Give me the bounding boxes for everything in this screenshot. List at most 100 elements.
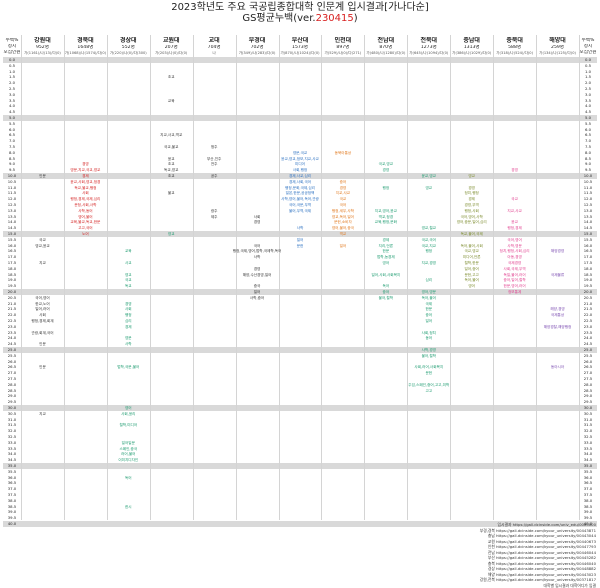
university-count: 259명 [536, 45, 579, 50]
subtitle-prefix: GS평균누백(ver. [242, 13, 315, 24]
right-header-jeongsi: 정시 [579, 44, 597, 49]
department-entry: 해양,경영 [550, 307, 564, 311]
university-count: 207명 [150, 45, 193, 50]
right-header-pct: 누백% [579, 38, 597, 43]
shaded-row [3, 405, 597, 411]
department-entry: 국교,국어 [422, 238, 436, 242]
department-entry: 중어,일어,철학 [504, 278, 526, 282]
department-entry: 동아시아 [551, 365, 564, 369]
department-entry: 한문,영어,러어 [504, 284, 526, 288]
university-count: 704명 [193, 45, 236, 50]
department-entry: 지교 [39, 261, 46, 265]
department-entry: 문정,사회,사학 [74, 203, 96, 207]
department-entry: 영교 [425, 186, 432, 190]
department-entry: 사학,중어 [250, 296, 264, 300]
department-entry: 스페인,중국 [119, 447, 137, 451]
department-entry: 교육,행정,문화 [375, 220, 397, 224]
department-entry: 국제통상 [551, 313, 564, 317]
department-entry: 법학,농경제 [377, 255, 395, 259]
department-entry: 국교 [340, 197, 347, 201]
department-entry: 정치,행정,사회,심리 [500, 249, 530, 253]
department-entry: 일어 [425, 319, 432, 323]
department-entry: 영어,영문 [422, 290, 436, 294]
column-divider [64, 35, 65, 520]
department-entry: 사회,윤리 [121, 412, 135, 416]
university-count: 702명 [236, 45, 279, 50]
university-name: 교대 [193, 37, 236, 44]
department-entry: 지리,언론 [379, 244, 393, 248]
department-entry: 국제경영 [508, 261, 521, 265]
column-divider [407, 35, 408, 520]
column-divider [536, 35, 537, 520]
department-entry: 국어,영어 [507, 238, 521, 242]
department-entry: 사학,영문 [507, 244, 521, 248]
department-entry: 지교,사교 [336, 191, 350, 195]
university-quota-detail: 가(134)/나(125)/다(0) [536, 51, 579, 55]
department-entry: 사회 [82, 191, 89, 195]
column-divider [450, 35, 451, 520]
department-entry: 영교 [125, 273, 132, 277]
department-entry: 지교,경영 [422, 261, 436, 265]
department-entry: 사학,영어,불어,독어,관광 [281, 197, 319, 201]
department-entry: 교육 [125, 249, 132, 253]
page-title: 2023학년도 주요 국공립종합대학 인문계 입시결과[가나다순] [0, 2, 600, 13]
column-divider [321, 35, 322, 520]
department-entry: 교육 [168, 99, 175, 103]
department-entry: 국어 [254, 244, 261, 248]
department-entry: 불어,철학 [422, 354, 436, 358]
grade-label: 40.0 [3, 521, 21, 527]
shaded-row [3, 57, 597, 63]
department-entry: 일어,중어 [465, 267, 479, 271]
shaded-row [3, 115, 597, 121]
department-entry: 경영 [383, 168, 390, 172]
department-entry: 해양경영 [551, 249, 564, 253]
department-entry: 행정 [125, 313, 132, 317]
department-entry: 행정,경제,국제,심리 [70, 197, 100, 201]
department-entry: 국교 [511, 197, 518, 201]
department-entry: 영어 [468, 284, 475, 288]
source-footer: 입시결과 https://gall.dcinside.com/univ_edu/… [350, 522, 596, 588]
department-entry: 사회,국제,무역 [504, 267, 526, 271]
department-entry: 국교 [125, 278, 132, 282]
department-entry: 영교 [468, 174, 475, 178]
department-entry: 초교 [168, 75, 175, 79]
department-entry: 동어 [425, 336, 432, 340]
shaded-row [3, 347, 597, 353]
department-entry: 사학 [254, 255, 261, 259]
department-entry: 국어 [340, 203, 347, 207]
department-entry: 고고 [425, 389, 432, 393]
department-entry: 사회,정치 [422, 331, 436, 335]
department-entry: 영교,독어,일어 [332, 215, 354, 219]
university-quota-detail: 가(349)/나(283)/다(0) [236, 51, 279, 55]
university-quota-detail: 가(1161)/나(13)/다(0) [21, 51, 64, 55]
university-name: 경북대 [64, 37, 107, 44]
department-entry: 윤교,사회,영교,정경 [70, 180, 100, 184]
department-entry: 경영 [340, 186, 347, 190]
department-entry: 전주 [211, 162, 218, 166]
left-header-quota: 모집인원 [3, 50, 21, 55]
department-entry: 일어 [297, 238, 304, 242]
department-entry: 중어 [340, 180, 347, 184]
department-entry: 영어 [125, 406, 132, 410]
department-entry: 사회 [254, 215, 261, 219]
university-quota-detail: 가(1068)/나(1574)/다(0) [64, 51, 107, 55]
department-entry: 사학 [297, 226, 304, 230]
department-entry: 사회 [125, 307, 132, 311]
department-entry: 영어,불어 [78, 215, 92, 219]
university-quota-detail: 가(220)/나(0)/다(300) [107, 51, 150, 55]
column-divider [150, 35, 151, 520]
university-quota-detail: 나 [193, 51, 236, 55]
department-entry: 영교 [168, 232, 175, 236]
department-entry: 행정,국제,영어,법학,국제학,독어 [233, 249, 282, 253]
column-divider [21, 35, 22, 520]
department-entry: 윤교,영교,정보,지교,사교 [281, 157, 319, 161]
department-entry: 철학,한문 [465, 261, 479, 265]
right-header-quota: 모집인원 [579, 50, 597, 55]
university-name: 충북대 [493, 37, 536, 44]
subtitle-version: 230415 [316, 13, 354, 24]
department-entry: 행정 [425, 249, 432, 253]
department-entry: 국교,영교 [379, 162, 393, 166]
university-quota-detail: 가(529)/나(0)/다(271) [321, 51, 364, 55]
department-entry: 국교,불교 [164, 145, 178, 149]
department-entry: 중어 [425, 313, 432, 317]
